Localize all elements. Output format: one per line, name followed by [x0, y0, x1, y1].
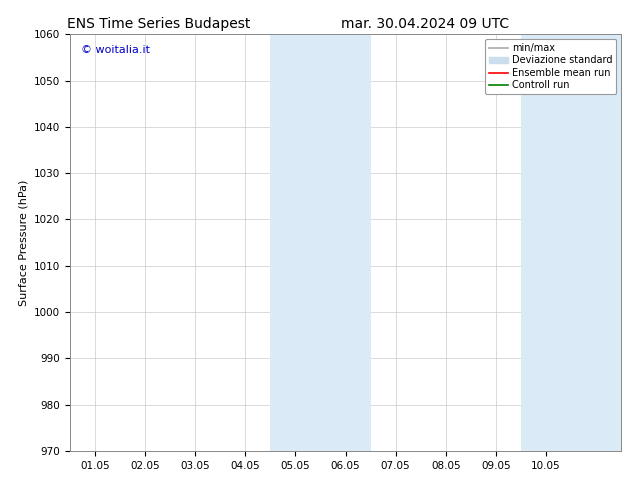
- Y-axis label: Surface Pressure (hPa): Surface Pressure (hPa): [18, 179, 28, 306]
- Text: © woitalia.it: © woitalia.it: [81, 45, 150, 55]
- Legend: min/max, Deviazione standard, Ensemble mean run, Controll run: min/max, Deviazione standard, Ensemble m…: [485, 39, 616, 94]
- Text: ENS Time Series Budapest: ENS Time Series Budapest: [67, 17, 250, 31]
- Bar: [521, 34, 621, 451]
- Text: mar. 30.04.2024 09 UTC: mar. 30.04.2024 09 UTC: [340, 17, 509, 31]
- Bar: [270, 34, 371, 451]
